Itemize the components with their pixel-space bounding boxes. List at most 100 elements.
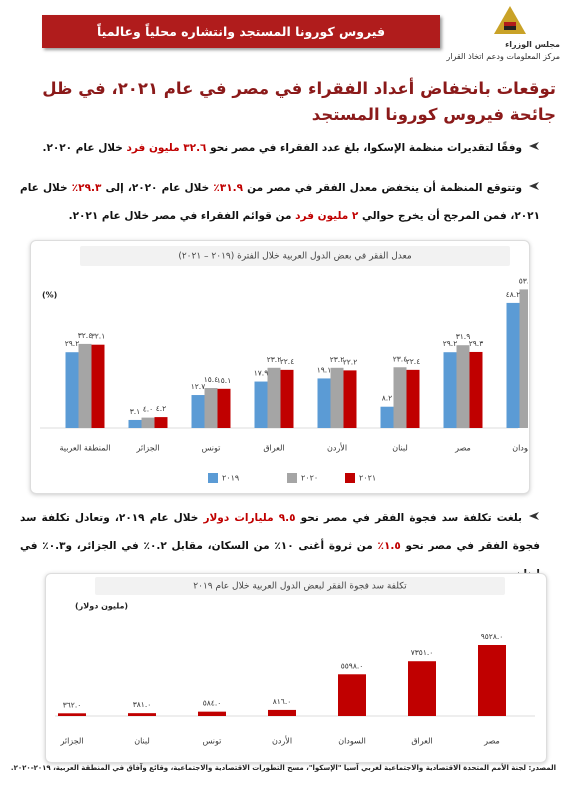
- bar: [58, 713, 86, 716]
- logo-stripe: [504, 26, 516, 30]
- legend-swatch: [208, 473, 218, 483]
- bullet-arrow: [529, 182, 539, 190]
- value-label: ١٩.١: [317, 365, 331, 374]
- value-label: ٢٢.٤: [280, 357, 294, 366]
- text-run: ٣١.٩٪: [213, 182, 243, 194]
- value-label: ٩٥٢٨.٠: [481, 632, 504, 641]
- text-run: من ثروة أغنى ١٠٪ من السكان، مقابل ٠.٢٪ ف…: [20, 540, 540, 580]
- legend-label: ٢٠٢١: [359, 474, 376, 483]
- text-run: ١.٥٪: [377, 540, 401, 552]
- bar: [469, 351, 483, 428]
- bar: [408, 661, 436, 716]
- bullet: وتتوقع المنظمة أن ينخفض معدل الفقر في مص…: [20, 174, 540, 230]
- bar: [141, 417, 155, 428]
- value-label: ٤.٢: [156, 404, 166, 413]
- value-label: ٣٨١.٠: [133, 700, 152, 709]
- value-label: ١٢.٧: [191, 382, 205, 391]
- bar: [267, 367, 281, 428]
- banner: فيروس كورونا المستجد وانتشاره محلياً وعا…: [42, 15, 440, 48]
- bar: [198, 711, 226, 716]
- arrow: [529, 142, 539, 150]
- value-label: ٥٣.٤: [519, 276, 528, 285]
- bar: [65, 352, 79, 428]
- x-tick-label: لبنان: [392, 444, 408, 453]
- value-label: ٣٢.٤: [78, 331, 92, 340]
- x-tick-label: الجزائر: [59, 737, 83, 746]
- bar: [456, 345, 470, 428]
- bar: [91, 344, 105, 428]
- chart-title: تكلفة سد فجوة الفقر لبعض الدول العربية خ…: [193, 582, 407, 592]
- bar: [254, 381, 268, 428]
- legend-swatch: [345, 473, 355, 483]
- value-label: ١٧.٩: [254, 369, 268, 378]
- value-label: ٢٩.٢: [443, 339, 457, 348]
- chart: تكلفة سد فجوة الفقر لبعض الدول العربية خ…: [55, 577, 535, 746]
- chart-box: [45, 573, 547, 763]
- bar: [217, 388, 231, 428]
- x-tick-label: العراق: [263, 444, 284, 453]
- bar: [191, 395, 205, 428]
- title: توقعات بانخفاض أعداد الفقراء في مصر في ع…: [42, 79, 556, 124]
- value-label: ٢٣.٢: [330, 355, 344, 364]
- text-run: ٣٢.٦ مليون فرد: [126, 142, 207, 154]
- bar: [128, 713, 156, 716]
- bar: [406, 369, 420, 428]
- text-run: بلغت تكلفة سد فجوة الفقر في مصر نحو: [295, 512, 522, 524]
- bar: [330, 367, 344, 428]
- x-tick-label: تونس: [202, 444, 221, 453]
- title-band: [95, 577, 505, 595]
- value-label: ١٥.٤: [204, 375, 218, 384]
- bar: [506, 302, 520, 428]
- unit-label: (مليون دولار): [75, 602, 128, 611]
- value-label: ٧٣٥١.٠: [411, 648, 434, 657]
- value-label: ٨.٢: [382, 394, 392, 403]
- source: المصدر: لجنة الأمم المتحدة الاقتصادية وا…: [10, 764, 556, 772]
- bar: [204, 388, 218, 428]
- unit-label: (%): [42, 291, 57, 300]
- bar: [478, 645, 506, 716]
- text-run: خلال عام ٢٠١٩، وتعادل تكلفة سد فجوة الفق…: [20, 512, 541, 552]
- text-run: وتتوقع المنظمة أن ينخفض معدل الفقر في مص…: [243, 182, 522, 194]
- bar: [154, 417, 168, 428]
- text-run: من قوائم الفقراء في مصر خلال عام ٢٠٢١.: [68, 210, 296, 222]
- x-tick-label: مصر: [483, 737, 500, 746]
- value-label: ١٥.١: [217, 376, 231, 385]
- x-tick-label: الأردن: [327, 443, 347, 453]
- bar: [393, 367, 407, 428]
- x-tick-label: لبنان: [134, 737, 150, 746]
- bar: [280, 369, 294, 428]
- value-label: ٤٨.٢: [506, 290, 520, 299]
- logo: [494, 6, 526, 34]
- bar: [128, 419, 142, 428]
- bar: [268, 709, 296, 716]
- arrow: [529, 182, 539, 190]
- value-label: ٣٦٢.٠: [63, 700, 82, 709]
- text-run: خلال عام ٢٠٢٠، إلى: [101, 182, 214, 194]
- org-name: مجلس الوزراء: [505, 40, 560, 49]
- bar: [443, 352, 457, 428]
- title-band: [80, 246, 510, 266]
- value-label: ٣٢.١: [91, 332, 105, 341]
- value-label: ٢٢.٤: [406, 357, 420, 366]
- bar: [519, 289, 528, 428]
- chart: معدل الفقر في بعض الدول العربية خلال الف…: [40, 246, 528, 483]
- bar: [338, 674, 366, 716]
- value-label: ٣١.٩: [456, 332, 470, 341]
- text-run: ٢ مليون فرد: [295, 210, 359, 222]
- x-tick-label: الأردن: [272, 736, 292, 746]
- arrow: [528, 512, 539, 520]
- x-tick-label: المنطقة العربية: [59, 444, 110, 453]
- value-label: ٢٢.٢: [343, 357, 357, 366]
- bullet: بلغت تكلفة سد فجوة الفقر في مصر نحو ٩.٥ …: [20, 504, 540, 588]
- legend-swatch: [287, 473, 297, 483]
- x-tick-label: تونس: [203, 737, 222, 746]
- legend-label: ٢٠٢٠: [301, 474, 318, 483]
- text-run: وفقًا لتقديرات منظمة الإسكوا، بلغ عدد ال…: [206, 142, 522, 154]
- bullet-arrow: [529, 142, 539, 150]
- value-label: ٢٣.٢: [267, 355, 281, 364]
- text-run: خلال عام ٢٠٢١، فمن المرجح أن يخرج حوالي: [20, 182, 540, 222]
- value-label: ٣.١: [130, 407, 140, 416]
- x-tick-label: السودان: [338, 737, 366, 746]
- chart-title: معدل الفقر في بعض الدول العربية خلال الف…: [178, 252, 412, 262]
